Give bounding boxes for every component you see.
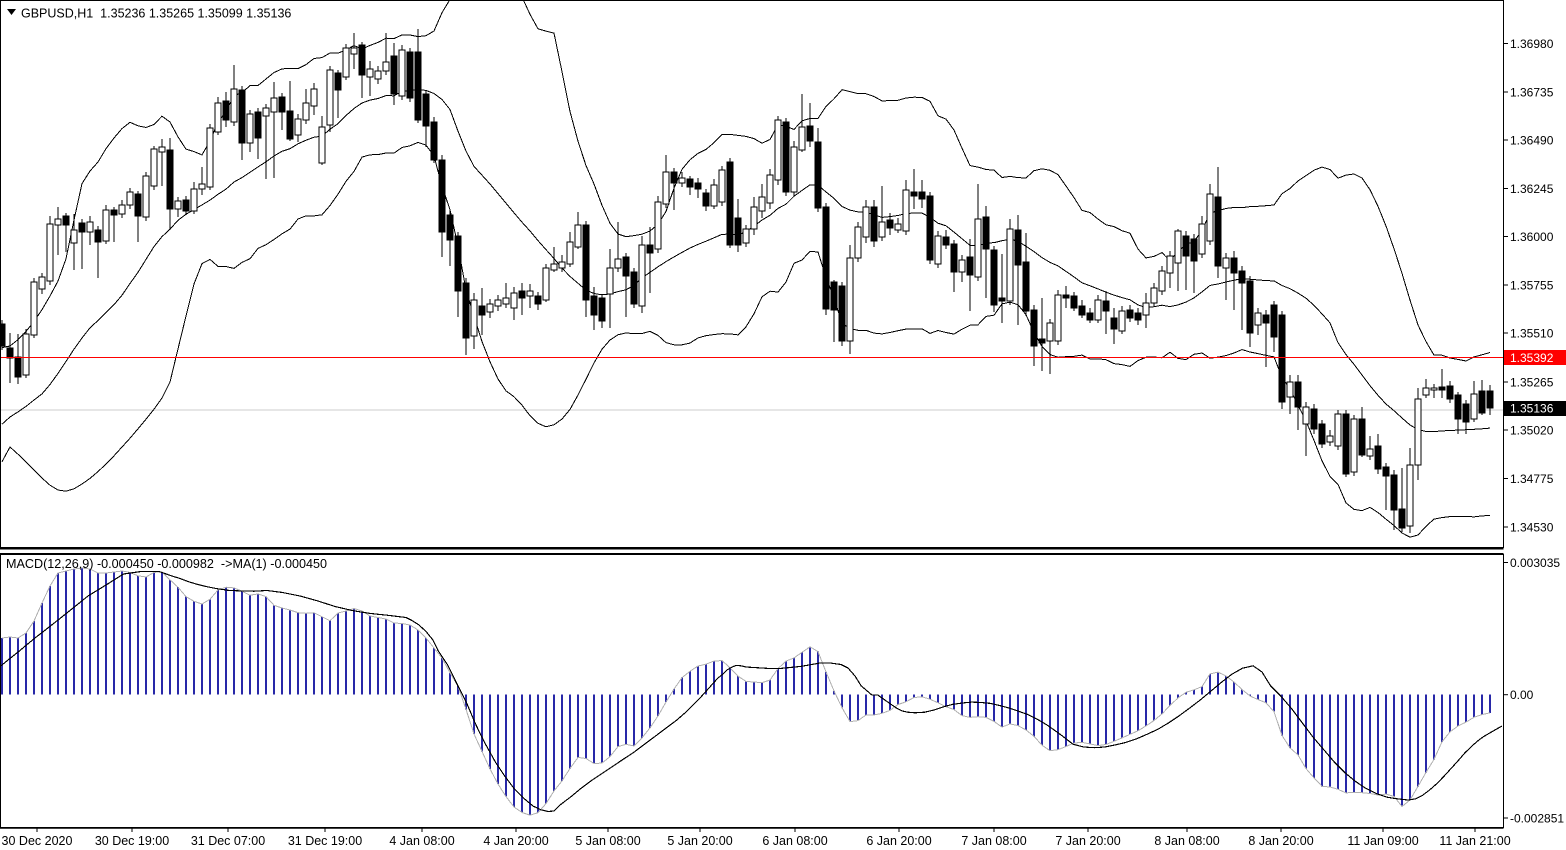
svg-text:7 Jan 08:00: 7 Jan 08:00: [961, 834, 1026, 848]
svg-text:31 Dec 19:00: 31 Dec 19:00: [288, 834, 362, 848]
svg-text:31 Dec 07:00: 31 Dec 07:00: [191, 834, 265, 848]
svg-text:4 Jan 20:00: 4 Jan 20:00: [483, 834, 548, 848]
svg-text:8 Jan 20:00: 8 Jan 20:00: [1248, 834, 1313, 848]
svg-text:1.35020: 1.35020: [1510, 424, 1554, 438]
svg-text:1.35392: 1.35392: [1510, 351, 1554, 365]
svg-text:6 Jan 08:00: 6 Jan 08:00: [762, 834, 827, 848]
svg-text:0.00: 0.00: [1510, 688, 1534, 702]
svg-text:-0.002851: -0.002851: [1510, 812, 1564, 826]
svg-text:30 Dec 2020: 30 Dec 2020: [2, 834, 73, 848]
svg-text:8 Jan 08:00: 8 Jan 08:00: [1154, 834, 1219, 848]
svg-text:5 Jan 20:00: 5 Jan 20:00: [667, 834, 732, 848]
svg-text:4 Jan 08:00: 4 Jan 08:00: [389, 834, 454, 848]
svg-text:1.36245: 1.36245: [1510, 182, 1554, 196]
svg-text:1.36490: 1.36490: [1510, 134, 1554, 148]
svg-text:1.34530: 1.34530: [1510, 521, 1554, 535]
svg-text:0.003035: 0.003035: [1510, 556, 1560, 570]
svg-text:1.35136: 1.35136: [1510, 402, 1554, 416]
svg-text:5 Jan 08:00: 5 Jan 08:00: [575, 834, 640, 848]
svg-text:1.36000: 1.36000: [1510, 230, 1554, 244]
svg-text:GBPUSD,H1 1.35236 1.35265 1.3: GBPUSD,H1 1.35236 1.35265 1.35099 1.3513…: [21, 7, 291, 21]
svg-text:6 Jan 20:00: 6 Jan 20:00: [866, 834, 931, 848]
svg-text:1.36980: 1.36980: [1510, 37, 1554, 51]
svg-text:7 Jan 20:00: 7 Jan 20:00: [1055, 834, 1120, 848]
svg-text:MACD(12,26,9) -0.000450 -0.000: MACD(12,26,9) -0.000450 -0.000982 ->MA(1…: [6, 557, 327, 571]
svg-text:1.35755: 1.35755: [1510, 279, 1554, 293]
svg-text:1.35265: 1.35265: [1510, 376, 1554, 390]
svg-text:1.36735: 1.36735: [1510, 86, 1554, 100]
svg-text:1.35510: 1.35510: [1510, 327, 1554, 341]
svg-text:30 Dec 19:00: 30 Dec 19:00: [95, 834, 169, 848]
svg-text:11 Jan 09:00: 11 Jan 09:00: [1347, 834, 1418, 848]
svg-text:1.34775: 1.34775: [1510, 472, 1554, 486]
svg-text:11 Jan 21:00: 11 Jan 21:00: [1439, 834, 1510, 848]
